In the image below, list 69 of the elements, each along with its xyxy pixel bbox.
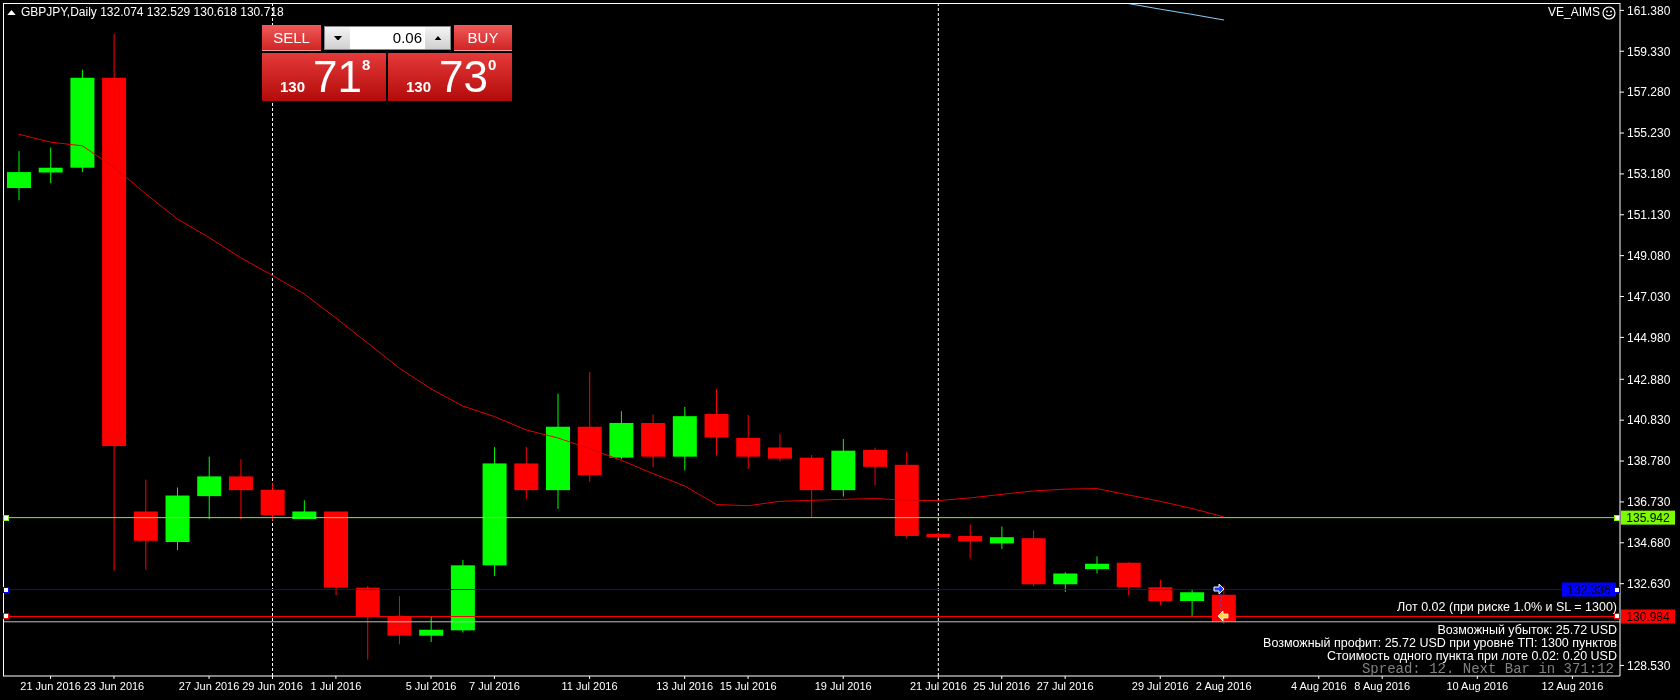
candlestick	[419, 615, 444, 643]
x-tick-label: 5 Jul 2016	[405, 679, 457, 692]
sell-button: SELL	[262, 25, 321, 51]
candlestick	[863, 447, 888, 487]
buy-button: BUY	[454, 25, 512, 51]
annotation: Лот 0.02 (при риске 1.0% и SL = 1300)	[1397, 600, 1617, 614]
y-tick-label: 138.780	[1627, 454, 1671, 469]
candlestick	[1148, 579, 1173, 606]
line-series	[18, 133, 1225, 518]
candlestick	[736, 414, 761, 470]
x-tick-label: 25 Jul 2016	[973, 679, 1031, 692]
x-tick-label: 7 Jul 2016	[469, 679, 520, 692]
candlestick	[767, 433, 792, 462]
x-tick-label: 21 Jul 2016	[909, 679, 967, 692]
annotation: 73	[439, 52, 488, 101]
y-tick-label: 144.980	[1627, 330, 1671, 345]
y-tick-label: 136.730	[1627, 495, 1671, 510]
annotation: 130	[280, 78, 306, 95]
x-tick-label: 4 Aug 2016	[1290, 679, 1347, 692]
annotation: VE_AIMS	[1547, 5, 1600, 20]
x-tick-label: 15 Jul 2016	[719, 679, 777, 692]
y-tick-label: 155.230	[1627, 126, 1671, 141]
x-tick-label: 1 Jul 2016	[310, 679, 362, 692]
candlestick	[197, 456, 222, 520]
candlestick	[7, 150, 31, 201]
x-tick-label: 19 Jul 2016	[814, 679, 872, 692]
candlestick	[228, 458, 253, 520]
annotation: 0	[488, 56, 497, 73]
candlestick	[1053, 571, 1078, 593]
annotation: 8	[362, 56, 371, 73]
y-tick-label: 128.530	[1627, 658, 1671, 673]
x-tick-label: 27 Jul 2016	[1036, 679, 1094, 692]
line-series	[1128, 3, 1225, 21]
y-tick-label: 157.280	[1627, 85, 1671, 100]
ref-line-label: 135.942	[1626, 510, 1671, 525]
x-tick-label: 2 Aug 2016	[1195, 679, 1252, 692]
x-tick-label: 27 Jun 2016	[178, 679, 240, 692]
annotation: 0.06	[391, 28, 422, 48]
x-tick-label: 8 Aug 2016	[1354, 679, 1411, 692]
y-tick-label: 149.080	[1627, 248, 1671, 263]
annotation: Возможный убыток: 25.72 USD	[1437, 622, 1617, 637]
candlestick	[1085, 555, 1109, 574]
x-tick-label: 29 Jul 2016	[1131, 679, 1189, 692]
y-tick-label: 140.830	[1627, 413, 1671, 428]
x-tick-label: 21 Jun 2016	[20, 679, 81, 692]
candlestick	[1180, 588, 1205, 617]
annotation: 130	[406, 78, 432, 95]
x-tick-label: 13 Jul 2016	[656, 679, 714, 692]
lot-size-field: 0.06	[324, 26, 451, 50]
candlestick	[958, 523, 983, 559]
y-tick-label: 153.180	[1627, 167, 1671, 182]
candlestick	[989, 525, 1014, 550]
y-tick-label: 147.030	[1627, 289, 1671, 304]
annotation: 71	[313, 52, 362, 101]
y-tick-label: 161.380	[1627, 3, 1671, 18]
x-tick-label: 10 Aug 2016	[1446, 679, 1509, 692]
y-tick-label: 151.130	[1627, 208, 1671, 223]
chart-title: GBPJPY,Daily 132.074 132.529 130.618 130.718	[21, 5, 284, 20]
candlestick	[704, 388, 729, 456]
x-tick-label: 29 Jun 2016	[242, 679, 303, 692]
y-tick-label: 159.330	[1627, 44, 1671, 59]
x-tick-label: 23 Jun 2016	[83, 679, 145, 692]
x-tick-label: 11 Jul 2016	[561, 679, 618, 692]
y-tick-label: 132.630	[1627, 576, 1671, 591]
ref-line-label: 130.984	[1626, 609, 1671, 624]
ref-line-label: 132.336	[1567, 582, 1612, 597]
y-tick-label: 134.680	[1627, 536, 1671, 551]
y-tick-label: 142.880	[1627, 372, 1671, 387]
x-tick-label: 12 Aug 2016	[1541, 679, 1604, 692]
